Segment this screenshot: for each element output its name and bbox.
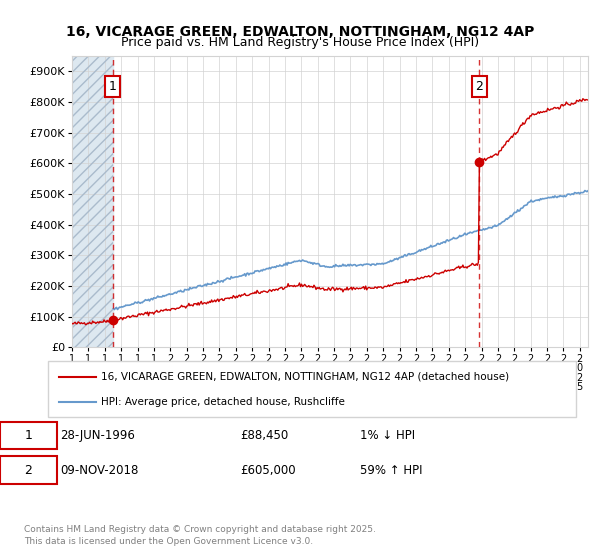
Text: HPI: Average price, detached house, Rushcliffe: HPI: Average price, detached house, Rush… xyxy=(101,396,344,407)
Text: Price paid vs. HM Land Registry's House Price Index (HPI): Price paid vs. HM Land Registry's House … xyxy=(121,36,479,49)
Text: 28-JUN-1996: 28-JUN-1996 xyxy=(60,429,135,442)
Text: 59% ↑ HPI: 59% ↑ HPI xyxy=(360,464,422,477)
Text: 16, VICARAGE GREEN, EDWALTON, NOTTINGHAM, NG12 4AP: 16, VICARAGE GREEN, EDWALTON, NOTTINGHAM… xyxy=(66,25,534,39)
FancyBboxPatch shape xyxy=(0,456,57,484)
Text: 1: 1 xyxy=(109,80,117,93)
Text: Contains HM Land Registry data © Crown copyright and database right 2025.
This d: Contains HM Land Registry data © Crown c… xyxy=(24,525,376,546)
Text: £88,450: £88,450 xyxy=(240,429,288,442)
Text: 1: 1 xyxy=(24,429,32,442)
Text: 2: 2 xyxy=(24,464,32,477)
Bar xyxy=(72,56,113,347)
Text: £605,000: £605,000 xyxy=(240,464,296,477)
Text: 16, VICARAGE GREEN, EDWALTON, NOTTINGHAM, NG12 4AP (detached house): 16, VICARAGE GREEN, EDWALTON, NOTTINGHAM… xyxy=(101,372,509,382)
Text: 2: 2 xyxy=(475,80,483,93)
Text: 09-NOV-2018: 09-NOV-2018 xyxy=(60,464,139,477)
Text: 1% ↓ HPI: 1% ↓ HPI xyxy=(360,429,415,442)
Bar xyxy=(72,56,113,347)
FancyBboxPatch shape xyxy=(0,422,57,449)
FancyBboxPatch shape xyxy=(48,361,576,417)
